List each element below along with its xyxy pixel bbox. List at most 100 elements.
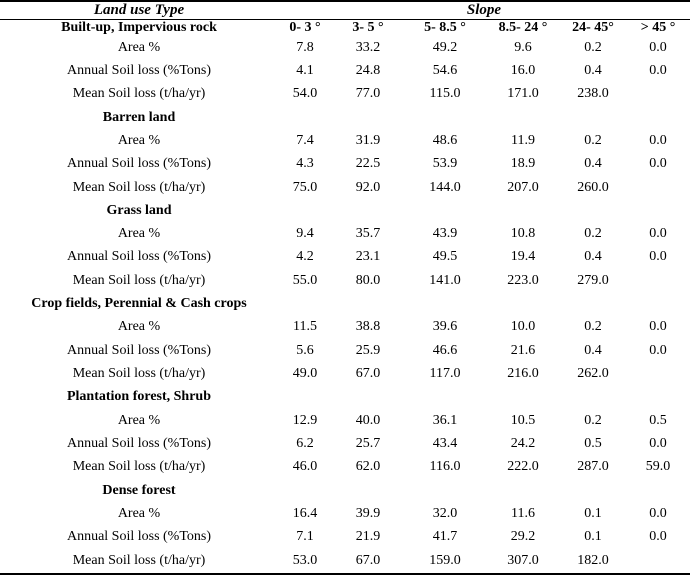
cell-value: 0.5 <box>649 412 667 428</box>
table-row: Mean Soil loss (t/ha/yr) 75.0 92.0 144.0 207… <box>0 176 690 199</box>
cell-value <box>626 176 690 199</box>
row-label: Area % <box>117 226 161 242</box>
cell-value: 115.0 <box>429 86 461 102</box>
cell-value: 0.4 <box>584 156 602 172</box>
empty-cell <box>626 199 690 222</box>
column-header: 8.5- 24 ° <box>498 20 548 35</box>
cell-value: 18.9 <box>510 156 536 172</box>
cell-value: 46.0 <box>292 459 318 475</box>
empty-cell <box>560 386 626 409</box>
cell-value: 38.8 <box>355 319 381 335</box>
cell-value: 43.9 <box>432 226 458 242</box>
cell-value: 11.9 <box>511 132 535 148</box>
table-row: Area % 16.4 39.9 32.0 11.6 0.1 0.0 <box>0 502 690 525</box>
cell-value: 39.6 <box>432 319 458 335</box>
cell-value: 0.4 <box>584 62 602 78</box>
cell-value: 36.1 <box>432 412 458 428</box>
cell-value: 16.4 <box>292 505 318 521</box>
cell-value: 7.1 <box>296 529 314 545</box>
cell-value: 32.0 <box>432 505 458 521</box>
cell-value: 19.4 <box>510 249 536 265</box>
table-row: Annual Soil loss (%Tons) 5.6 25.9 46.6 21.6 0… <box>0 339 690 362</box>
cell-value: 54.0 <box>292 86 318 102</box>
cell-value: 0.2 <box>584 319 602 335</box>
cell-value: 0.1 <box>584 529 602 545</box>
cell-value: 223.0 <box>507 272 539 288</box>
cell-value: 262.0 <box>577 366 609 382</box>
cell-value: 260.0 <box>577 179 609 195</box>
empty-cell <box>486 292 560 315</box>
cell-value: 4.2 <box>296 249 314 265</box>
group-header-row: Grass land <box>0 199 690 222</box>
cell-value: 0.0 <box>649 39 667 55</box>
group-header: Barren land <box>102 109 176 125</box>
cell-value: 55.0 <box>292 272 318 288</box>
cell-value: 0.0 <box>649 342 667 358</box>
empty-cell <box>332 479 404 502</box>
empty-cell <box>486 479 560 502</box>
cell-value: 171.0 <box>507 86 539 102</box>
table-row: Area % 9.4 35.7 43.9 10.8 0.2 0.0 <box>0 223 690 246</box>
column-header: 3- 5 ° <box>352 20 384 35</box>
empty-cell <box>278 479 332 502</box>
empty-cell <box>486 386 560 409</box>
cell-value: 159.0 <box>429 552 461 568</box>
empty-cell <box>560 106 626 129</box>
empty-cell <box>278 106 332 129</box>
empty-cell <box>278 199 332 222</box>
cell-value: 4.1 <box>296 62 314 78</box>
cell-value: 0.0 <box>649 319 667 335</box>
cell-value <box>626 269 690 292</box>
group-header: Plantation forest, Shrub <box>66 389 212 405</box>
cell-value: 23.1 <box>355 249 381 265</box>
cell-value: 0.1 <box>584 505 602 521</box>
cell-value: 4.3 <box>296 156 314 172</box>
row-label: Annual Soil loss (%Tons) <box>66 156 212 172</box>
cell-value: 182.0 <box>577 552 609 568</box>
table-row: Area % 11.5 38.8 39.6 10.0 0.2 0.0 <box>0 316 690 339</box>
empty-cell <box>404 292 486 315</box>
cell-value: 11.5 <box>293 319 317 335</box>
cell-value: 33.2 <box>355 39 381 55</box>
row-label: Area % <box>117 39 161 55</box>
cell-value: 238.0 <box>577 86 609 102</box>
table-title-row: Land use Type Slope <box>0 1 690 20</box>
row-label: Annual Soil loss (%Tons) <box>66 249 212 265</box>
row-label: Mean Soil loss (t/ha/yr) <box>72 179 206 195</box>
table-row: Mean Soil loss (t/ha/yr) 53.0 67.0 159.0 307… <box>0 549 690 574</box>
row-label: Mean Soil loss (t/ha/yr) <box>72 552 206 568</box>
group-header: Crop fields, Perennial & Cash crops <box>31 296 247 312</box>
row-label: Mean Soil loss (t/ha/yr) <box>72 86 206 102</box>
empty-cell <box>332 199 404 222</box>
cell-value: 24.2 <box>510 435 536 451</box>
empty-cell <box>332 292 404 315</box>
group-header: Dense forest <box>102 482 176 498</box>
table-row: Mean Soil loss (t/ha/yr) 54.0 77.0 115.0 171… <box>0 83 690 106</box>
table-row: Mean Soil loss (t/ha/yr) 46.0 62.0 116.0 222… <box>0 456 690 479</box>
cell-value <box>626 362 690 385</box>
table-row: Annual Soil loss (%Tons) 4.2 23.1 49.5 19.4 0… <box>0 246 690 269</box>
cell-value: 43.4 <box>432 435 458 451</box>
table-row: Area % 12.9 40.0 36.1 10.5 0.2 0.5 <box>0 409 690 432</box>
empty-cell <box>560 479 626 502</box>
cell-value: 10.5 <box>510 412 536 428</box>
table-body: Area % 7.8 33.2 49.2 9.6 0.2 0.0 Annual Soil lo… <box>0 36 690 574</box>
cell-value: 48.6 <box>432 132 458 148</box>
cell-value: 6.2 <box>296 435 314 451</box>
column-header: 0- 3 ° <box>289 20 321 35</box>
cell-value: 207.0 <box>507 179 539 195</box>
cell-value: 10.0 <box>510 319 536 335</box>
land-use-type-header: Land use Type <box>93 2 185 18</box>
table-row: Area % 7.4 31.9 48.6 11.9 0.2 0.0 <box>0 129 690 152</box>
cell-value: 7.4 <box>296 132 314 148</box>
empty-cell <box>626 292 690 315</box>
cell-value: 49.0 <box>292 366 318 382</box>
empty-cell <box>332 386 404 409</box>
cell-value: 9.6 <box>514 39 532 55</box>
cell-value: 41.7 <box>432 529 458 545</box>
empty-cell <box>278 386 332 409</box>
cell-value: 0.2 <box>584 39 602 55</box>
cell-value: 39.9 <box>355 505 381 521</box>
row-label: Mean Soil loss (t/ha/yr) <box>72 272 206 288</box>
